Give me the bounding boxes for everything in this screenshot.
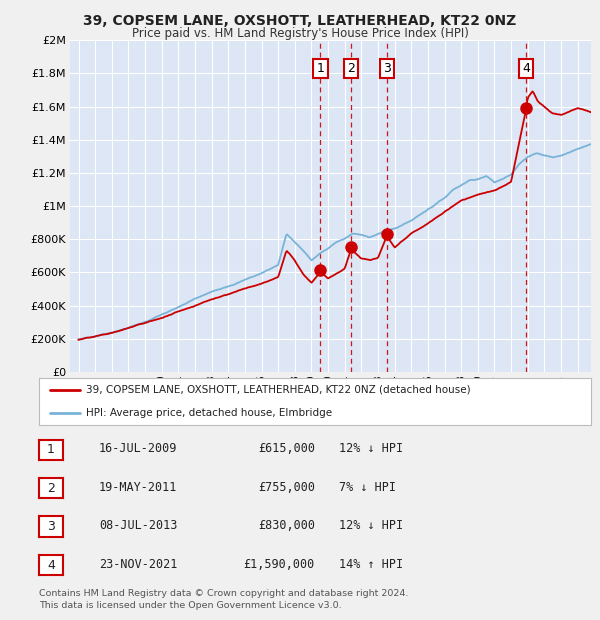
Text: 08-JUL-2013: 08-JUL-2013 <box>99 520 178 532</box>
Text: 12% ↓ HPI: 12% ↓ HPI <box>339 520 403 532</box>
Text: 2: 2 <box>347 62 355 75</box>
Text: 1: 1 <box>47 443 55 456</box>
Text: 4: 4 <box>522 62 530 75</box>
Text: HPI: Average price, detached house, Elmbridge: HPI: Average price, detached house, Elmb… <box>86 407 332 418</box>
Text: 4: 4 <box>47 559 55 572</box>
Text: 3: 3 <box>383 62 391 75</box>
Text: 3: 3 <box>47 520 55 533</box>
Text: 39, COPSEM LANE, OXSHOTT, LEATHERHEAD, KT22 0NZ (detached house): 39, COPSEM LANE, OXSHOTT, LEATHERHEAD, K… <box>86 385 470 395</box>
Text: £755,000: £755,000 <box>258 481 315 494</box>
Text: 23-NOV-2021: 23-NOV-2021 <box>99 558 178 570</box>
Text: £1,590,000: £1,590,000 <box>244 558 315 570</box>
Text: 7% ↓ HPI: 7% ↓ HPI <box>339 481 396 494</box>
Text: 14% ↑ HPI: 14% ↑ HPI <box>339 558 403 570</box>
Text: 12% ↓ HPI: 12% ↓ HPI <box>339 443 403 455</box>
Text: This data is licensed under the Open Government Licence v3.0.: This data is licensed under the Open Gov… <box>39 601 341 611</box>
Text: 2: 2 <box>47 482 55 495</box>
Text: 16-JUL-2009: 16-JUL-2009 <box>99 443 178 455</box>
Text: £830,000: £830,000 <box>258 520 315 532</box>
Text: Price paid vs. HM Land Registry's House Price Index (HPI): Price paid vs. HM Land Registry's House … <box>131 27 469 40</box>
Text: 1: 1 <box>317 62 325 75</box>
Text: 19-MAY-2011: 19-MAY-2011 <box>99 481 178 494</box>
Text: Contains HM Land Registry data © Crown copyright and database right 2024.: Contains HM Land Registry data © Crown c… <box>39 589 409 598</box>
Text: 39, COPSEM LANE, OXSHOTT, LEATHERHEAD, KT22 0NZ: 39, COPSEM LANE, OXSHOTT, LEATHERHEAD, K… <box>83 14 517 28</box>
Text: £615,000: £615,000 <box>258 443 315 455</box>
